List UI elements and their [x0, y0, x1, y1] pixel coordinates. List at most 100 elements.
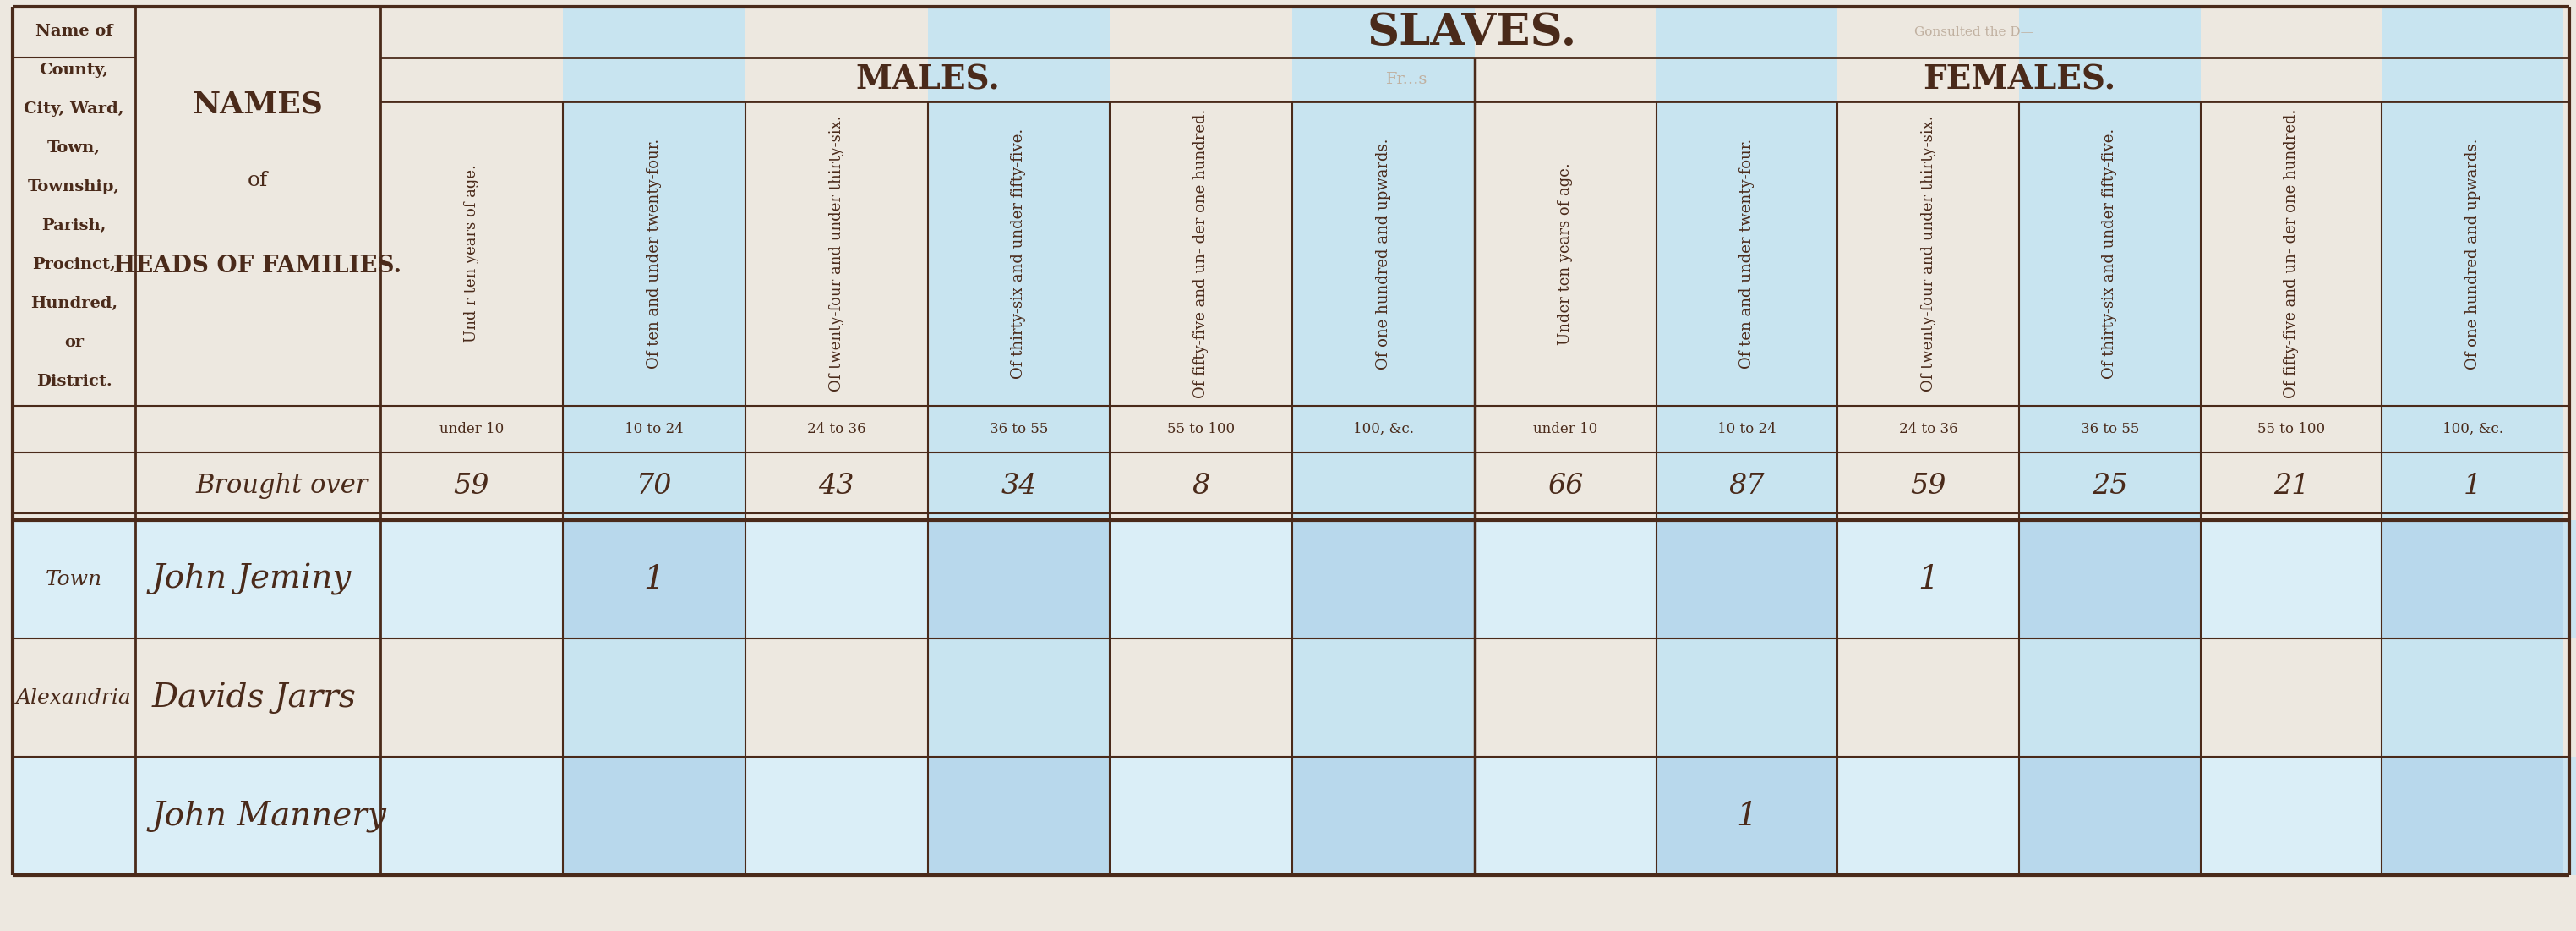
Bar	[134, 7, 381, 875]
Text: Of ten and under twenty-four.: Of ten and under twenty-four.	[1739, 139, 1754, 369]
Bar	[927, 520, 1110, 639]
Bar	[1293, 520, 1476, 639]
Text: Hundred,: Hundred,	[31, 296, 118, 311]
Text: Of fifty-five and un- der one hundred.: Of fifty-five and un- der one hundred.	[1193, 109, 1208, 398]
Bar	[2383, 520, 2563, 639]
Text: or: or	[64, 335, 85, 350]
Text: Und r ten years of age.: Und r ten years of age.	[464, 165, 479, 343]
Bar	[1110, 520, 1293, 639]
Text: 100, &c.: 100, &c.	[2442, 422, 2504, 437]
Bar	[13, 757, 2576, 875]
Bar	[562, 7, 744, 875]
Text: Town,: Town,	[46, 141, 100, 155]
Text: 36 to 55: 36 to 55	[2081, 422, 2138, 437]
Text: 43: 43	[819, 473, 855, 500]
Text: SLAVES.: SLAVES.	[1368, 10, 1577, 54]
Bar	[562, 757, 744, 875]
Bar	[1656, 757, 1837, 875]
Bar	[1656, 520, 1837, 639]
Text: 1: 1	[1919, 563, 1940, 595]
Text: 25: 25	[2092, 473, 2128, 500]
Text: 70: 70	[636, 473, 672, 500]
Bar	[2383, 757, 2563, 875]
Text: under 10: under 10	[440, 422, 505, 437]
Bar	[13, 520, 381, 639]
Text: District.: District.	[36, 373, 111, 389]
Text: Procinct,: Procinct,	[33, 257, 116, 272]
Bar	[1837, 520, 2020, 639]
Text: HEADS OF FAMILIES.: HEADS OF FAMILIES.	[113, 254, 402, 277]
Text: 24 to 36: 24 to 36	[1899, 422, 1958, 437]
Text: 1: 1	[644, 563, 665, 595]
Text: 24 to 36: 24 to 36	[806, 422, 866, 437]
Text: MALES.: MALES.	[855, 63, 999, 96]
Text: 59: 59	[453, 473, 489, 500]
Text: Of one hundred and upwards.: Of one hundred and upwards.	[1376, 138, 1391, 370]
Text: John Jeminy: John Jeminy	[152, 563, 353, 595]
Text: of: of	[247, 171, 268, 191]
Text: 55 to 100: 55 to 100	[2257, 422, 2326, 437]
Text: Of thirty-six and under fifty-five.: Of thirty-six and under fifty-five.	[1012, 128, 1025, 379]
Text: Brought over: Brought over	[196, 473, 368, 499]
Text: Under ten years of age.: Under ten years of age.	[1558, 163, 1574, 344]
Text: Of one hundred and upwards.: Of one hundred and upwards.	[2465, 138, 2481, 370]
Text: Of fifty-five and un- der one hundred.: Of fifty-five and un- der one hundred.	[2282, 109, 2298, 398]
Text: 59: 59	[1911, 473, 1947, 500]
Text: 10 to 24: 10 to 24	[623, 422, 683, 437]
Bar	[2383, 7, 2563, 875]
Bar	[927, 757, 1110, 875]
Text: 66: 66	[1548, 473, 1584, 500]
Bar	[927, 7, 1110, 875]
Text: 1: 1	[2463, 473, 2481, 500]
Text: Fr...s: Fr...s	[1386, 72, 1427, 88]
Bar	[744, 7, 927, 875]
Bar	[381, 520, 562, 639]
Bar	[562, 520, 744, 639]
Text: NAMES: NAMES	[193, 90, 322, 119]
Bar	[1476, 7, 1656, 875]
Text: City, Ward,: City, Ward,	[23, 101, 124, 116]
Text: Of twenty-four and under thirty-six.: Of twenty-four and under thirty-six.	[829, 115, 845, 392]
Bar	[744, 757, 927, 875]
Text: 36 to 55: 36 to 55	[989, 422, 1048, 437]
Bar	[1476, 520, 1656, 639]
Bar	[1293, 757, 1476, 875]
Bar	[381, 7, 562, 875]
Bar	[744, 520, 927, 639]
Text: Of ten and under twenty-four.: Of ten and under twenty-four.	[647, 139, 662, 369]
Bar	[1656, 7, 1837, 875]
Bar	[2020, 520, 2200, 639]
Bar	[13, 7, 134, 875]
Bar	[2200, 520, 2383, 639]
Text: Alexandria: Alexandria	[15, 688, 131, 708]
Bar	[2200, 7, 2383, 875]
Text: 8: 8	[1193, 473, 1211, 500]
Text: Davids Jarrs: Davids Jarrs	[152, 681, 355, 713]
Text: Town: Town	[46, 570, 103, 589]
Bar	[1837, 7, 2020, 875]
Bar	[13, 757, 381, 875]
Text: 87: 87	[1728, 473, 1765, 500]
Text: Township,: Township,	[28, 180, 121, 195]
Text: County,: County,	[39, 62, 108, 78]
Text: 34: 34	[1002, 473, 1036, 500]
Bar	[13, 520, 2576, 639]
Bar	[1110, 757, 1293, 875]
Bar	[2020, 7, 2200, 875]
Bar	[2020, 757, 2200, 875]
Text: 10 to 24: 10 to 24	[1718, 422, 1777, 437]
Text: John Mannery: John Mannery	[152, 800, 386, 832]
Text: 21: 21	[2272, 473, 2308, 500]
Bar	[1476, 757, 1656, 875]
Text: Of thirty-six and under fifty-five.: Of thirty-six and under fifty-five.	[2102, 128, 2117, 379]
Text: Name of: Name of	[36, 23, 113, 39]
Text: 1: 1	[1736, 801, 1757, 831]
Text: Parish,: Parish,	[41, 218, 106, 234]
Text: 100, &c.: 100, &c.	[1352, 422, 1414, 437]
Text: Of twenty-four and under thirty-six.: Of twenty-four and under thirty-six.	[1922, 115, 1937, 392]
Text: Gonsulted the D—: Gonsulted the D—	[1914, 26, 2032, 38]
Bar	[1837, 757, 2020, 875]
Bar	[2200, 757, 2383, 875]
Text: under 10: under 10	[1533, 422, 1597, 437]
Bar	[1110, 7, 1293, 875]
